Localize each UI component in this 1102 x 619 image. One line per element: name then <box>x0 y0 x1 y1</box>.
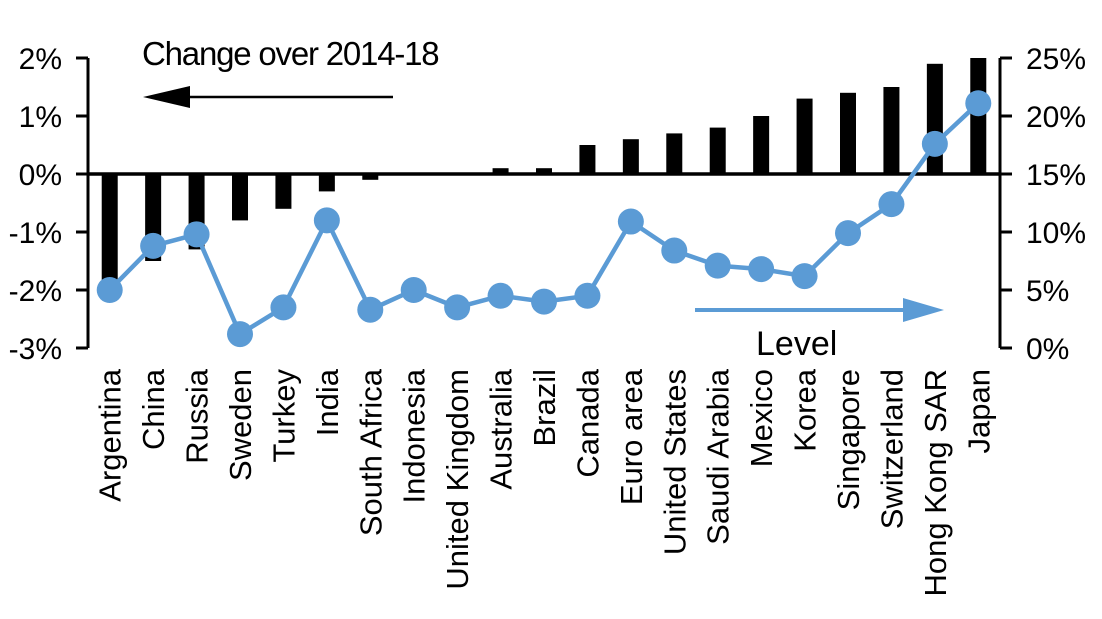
dot-saudi-arabia <box>704 252 731 279</box>
category-label-hong-kong-sar: Hong Kong SAR <box>918 369 953 596</box>
bar-turkey <box>275 174 292 209</box>
dot-switzerland <box>878 191 905 218</box>
category-label-japan: Japan <box>961 369 996 453</box>
dot-india <box>313 207 340 234</box>
category-label-russia: Russia <box>180 368 215 464</box>
category-label-turkey: Turkey <box>266 369 301 463</box>
bar-mexico <box>753 116 770 174</box>
right-axis-annotation-label: Level <box>756 325 838 363</box>
category-label-singapore: Singapore <box>831 369 866 510</box>
bar-brazil <box>536 168 552 174</box>
dot-korea <box>791 263 818 290</box>
left-axis-annotation-label: Change over 2014-18 <box>142 35 440 72</box>
dot-turkey <box>270 294 297 321</box>
left-arrow-head-icon <box>143 86 190 108</box>
dot-sweden <box>227 321 253 348</box>
dot-singapore <box>835 220 861 247</box>
category-label-united-kingdom: United Kingdom <box>440 369 475 590</box>
right-arrow-head-icon <box>903 298 944 322</box>
category-label-saudi-arabia: Saudi Arabia <box>701 368 736 545</box>
dot-brazil <box>531 288 557 315</box>
left-tick-label: -1% <box>9 217 62 250</box>
category-label-euro-area: Euro area <box>614 368 649 505</box>
left-tick-label: 1% <box>19 101 62 134</box>
category-label-argentina: Argentina <box>93 368 128 501</box>
dot-argentina <box>96 277 123 303</box>
category-label-australia: Australia <box>484 368 519 489</box>
dot-canada <box>574 282 601 309</box>
category-label-brazil: Brazil <box>527 369 562 447</box>
bar-saudi-arabia <box>709 127 726 174</box>
dot-south-africa <box>357 296 384 323</box>
dot-russia <box>183 221 210 248</box>
bar-singapore <box>840 92 856 174</box>
right-tick-label: 10% <box>1026 217 1086 250</box>
bar-australia <box>492 168 509 174</box>
left-tick-label: -3% <box>9 333 62 366</box>
dot-euro-area <box>617 208 644 235</box>
right-tick-label: 5% <box>1026 275 1069 308</box>
right-tick-label: 25% <box>1026 43 1086 76</box>
left-tick-label: 2% <box>19 43 62 76</box>
dot-australia <box>487 282 514 309</box>
category-label-indonesia: Indonesia <box>397 368 432 503</box>
bar-sweden <box>232 174 248 221</box>
category-label-korea: Korea <box>788 368 823 451</box>
dot-mexico <box>748 256 775 283</box>
right-tick-label: 15% <box>1026 159 1086 192</box>
category-label-sweden: Sweden <box>223 369 258 481</box>
dot-united-kingdom <box>444 294 471 321</box>
left-tick-label: 0% <box>19 159 62 192</box>
category-label-canada: Canada <box>570 368 605 477</box>
bar-india <box>318 174 335 192</box>
category-label-switzerland: Switzerland <box>874 369 909 529</box>
bar-argentina <box>101 174 118 285</box>
bar-south-africa <box>362 174 379 180</box>
dot-china <box>140 232 167 259</box>
bar-united-states <box>666 133 683 174</box>
bar-euro-area <box>622 139 639 174</box>
category-label-united-states: United States <box>657 369 692 555</box>
category-label-south-africa: South Africa <box>353 368 388 536</box>
bar-korea <box>796 98 813 174</box>
category-label-india: India <box>310 368 345 436</box>
category-label-china: China <box>136 368 171 450</box>
dot-united-states <box>661 237 688 264</box>
dot-hong-kong-sar <box>921 130 948 157</box>
right-tick-label: 0% <box>1026 333 1069 366</box>
right-tick-label: 20% <box>1026 101 1086 134</box>
category-label-mexico: Mexico <box>744 369 779 467</box>
bar-canada <box>579 145 596 174</box>
bar-hong-kong-sar <box>926 63 943 174</box>
left-tick-label: -2% <box>9 275 62 308</box>
bar-switzerland <box>883 87 900 174</box>
dot-indonesia <box>400 277 427 303</box>
dot-japan <box>965 90 992 117</box>
